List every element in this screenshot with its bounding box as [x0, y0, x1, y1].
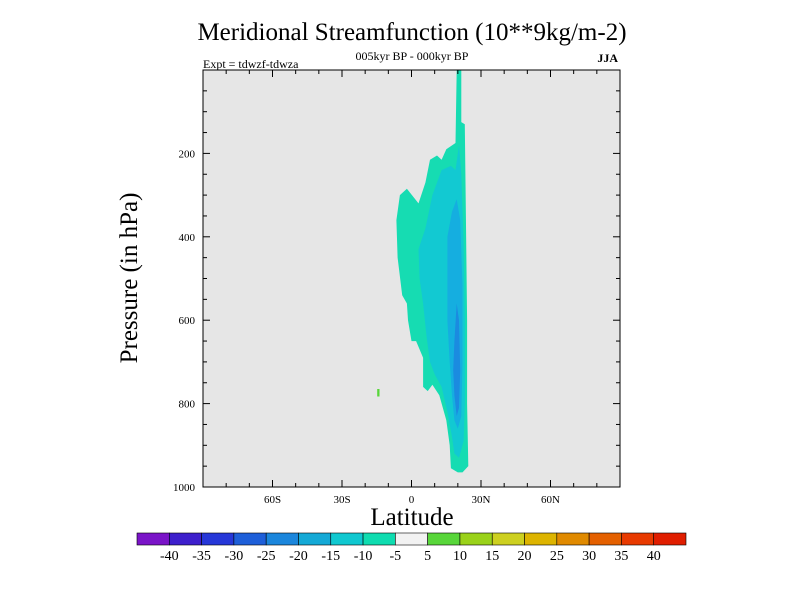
- colorbar-label: -15: [321, 549, 340, 564]
- colorbar-box: [201, 532, 235, 546]
- y-tick-label: 200: [179, 148, 196, 160]
- season-label: JJA: [597, 51, 618, 65]
- x-tick-label: 60N: [541, 494, 560, 506]
- colorbar-box: [653, 532, 687, 546]
- colorbar-box: [168, 532, 202, 546]
- y-axis-title: Pressure (in hPa): [116, 193, 143, 364]
- axes: 60S 30S 0 30N 60N 200 400 600 800 1000: [173, 69, 621, 506]
- colorbar-box: [330, 532, 364, 546]
- colorbar-box: [588, 532, 622, 546]
- chart-subtitle: 005kyr BP - 000kyr BP: [356, 49, 469, 63]
- colorbar-box: [136, 532, 170, 546]
- colorbar-label: 30: [582, 549, 596, 564]
- colorbar-label: -30: [225, 549, 244, 564]
- experiment-label: Expt = tdwzf-tdwza: [203, 57, 299, 71]
- x-tick-label: 30S: [333, 494, 350, 506]
- colorbar-label: 40: [647, 549, 661, 564]
- y-tick-label: 600: [179, 315, 196, 327]
- y-tick-label: 800: [179, 399, 196, 411]
- colorbar-label: -10: [354, 549, 373, 564]
- colorbar-box: [233, 532, 267, 546]
- chart-title: Meridional Streamfunction (10**9kg/m-2): [197, 19, 626, 46]
- x-tick-label: 30N: [472, 494, 491, 506]
- colorbar-label: 35: [614, 549, 628, 564]
- colorbar-box: [298, 532, 332, 546]
- colorbar-label: 20: [518, 549, 532, 564]
- colorbar-box: [427, 532, 461, 546]
- x-tick-label: 60S: [264, 494, 281, 506]
- colorbar-box: [459, 532, 493, 546]
- colorbar-label: -25: [257, 549, 276, 564]
- colorbar-label: -35: [192, 549, 211, 564]
- colorbar-label: -40: [160, 549, 179, 564]
- colorbar-label: -5: [390, 549, 402, 564]
- colorbar-box: [362, 532, 396, 546]
- y-tick-label: 1000: [173, 482, 196, 494]
- colorbar-box: [395, 532, 428, 546]
- colorbar: -40 -35 -30 -25 -20 -15 -10 -5 5 10 15 20 25 30 35 40: [136, 532, 687, 564]
- colorbar-box: [265, 532, 299, 546]
- colorbar-label: 10: [453, 549, 467, 564]
- colorbar-label: -20: [289, 549, 308, 564]
- y-tick-label: 400: [179, 232, 196, 244]
- contour-region-4: [453, 303, 461, 417]
- colorbar-box: [524, 532, 558, 546]
- x-axis-title: Latitude: [370, 504, 453, 531]
- colorbar-box: [621, 532, 655, 546]
- colorbar-label: 5: [424, 549, 431, 564]
- colorbar-box: [556, 532, 590, 546]
- colorbar-label: 15: [485, 549, 499, 564]
- colorbar-box: [491, 532, 525, 546]
- contour-regions: [377, 70, 469, 473]
- x-tick-label: 0: [409, 494, 415, 506]
- plot-area: [203, 70, 620, 487]
- colorbar-label: 25: [550, 549, 564, 564]
- contour-region-5: [377, 389, 380, 397]
